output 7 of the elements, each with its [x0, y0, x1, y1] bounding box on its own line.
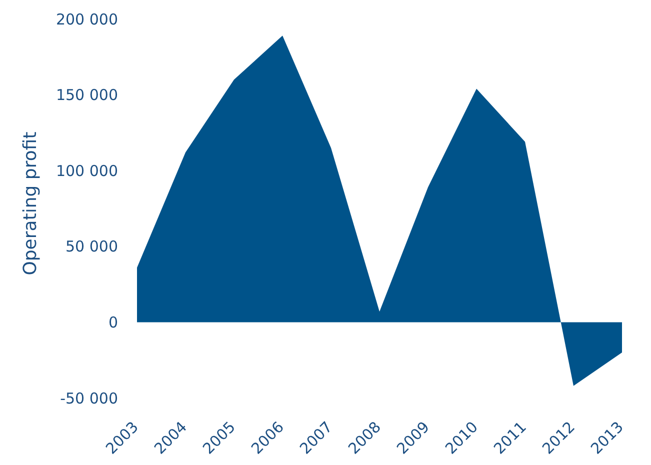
y-tick-label: -50 000 [60, 389, 118, 408]
y-tick-label: 200 000 [56, 10, 118, 28]
y-tick-label: 0 [108, 313, 118, 332]
y-axis-title: Operating profit [20, 132, 41, 276]
y-tick-label: 100 000 [56, 162, 118, 180]
y-tick-label: 150 000 [56, 86, 118, 104]
y-tick-label: 50 000 [66, 238, 118, 256]
